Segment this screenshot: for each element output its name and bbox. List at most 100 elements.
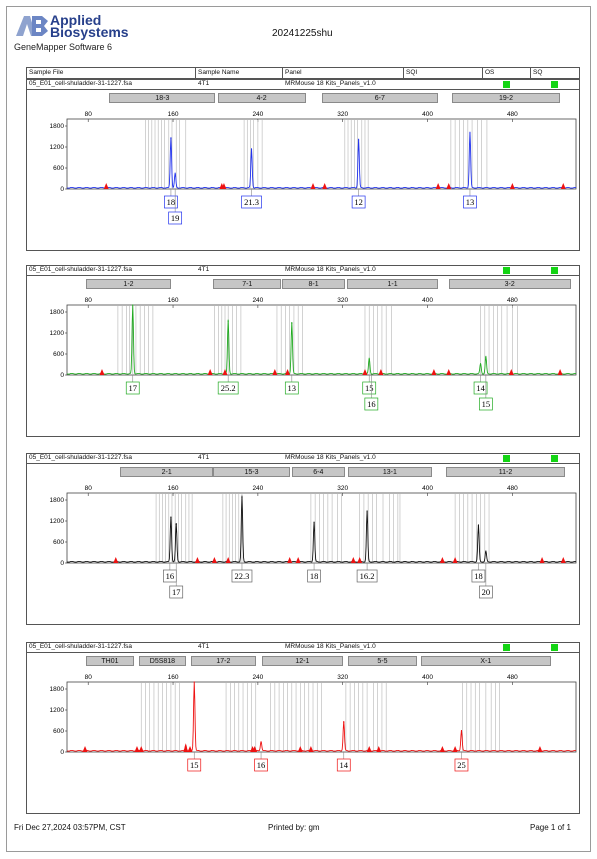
size-standard-marker xyxy=(295,557,301,563)
software-name: GeneMapper Software 6 xyxy=(14,42,113,52)
size-standard-marker xyxy=(537,746,543,752)
allele-call-label: 16 xyxy=(367,399,376,409)
size-standard-marker xyxy=(539,557,545,563)
marker-bin-11-2: 11-2 xyxy=(445,467,566,477)
y-tick-label: 1800 xyxy=(50,123,65,130)
x-tick-label: 80 xyxy=(85,111,93,118)
trace-line xyxy=(66,681,577,752)
peak-point xyxy=(170,137,172,139)
size-standard-marker xyxy=(376,746,382,752)
size-standard-marker xyxy=(222,369,228,375)
size-standard-marker xyxy=(357,557,363,563)
allele-call-label: 16 xyxy=(166,571,175,581)
marker-bin-6-4: 6-4 xyxy=(291,467,345,477)
peak-point xyxy=(291,322,293,324)
x-tick-label: 160 xyxy=(168,297,179,304)
y-tick-label: 600 xyxy=(53,351,64,358)
y-tick-label: 0 xyxy=(60,749,64,756)
size-standard-marker xyxy=(287,557,293,563)
allele-call-label: 16 xyxy=(257,760,266,770)
col-panel: Panel xyxy=(285,69,302,76)
marker-bin-18-3: 18-3 xyxy=(109,93,216,103)
peak-point xyxy=(227,320,229,322)
marker-bin-D5S818: D5S818 xyxy=(139,656,186,666)
peak-point xyxy=(477,525,480,527)
x-tick-label: 240 xyxy=(252,674,263,681)
allele-call-label: 25 xyxy=(457,760,466,770)
peak-point xyxy=(170,516,172,519)
print-date: Fri Dec 27,2024 03:57PM, CST xyxy=(14,823,126,832)
allele-call-box xyxy=(479,585,493,599)
size-standard-marker xyxy=(103,183,109,189)
x-tick-label: 80 xyxy=(85,674,93,681)
marker-bin-X-1: X-1 xyxy=(421,656,551,666)
size-standard-marker xyxy=(508,369,514,375)
size-standard-marker xyxy=(194,557,200,563)
allele-call-box xyxy=(125,381,140,395)
marker-bin-13-1: 13-1 xyxy=(348,467,432,477)
panel-name: MRMouse 18 Kits_Panels_v1.0 xyxy=(285,266,376,273)
electropherogram-plot: 80 160 240 320 400 480 0 600 1200 1800 17 25.2 13 15 1… xyxy=(50,297,577,411)
size-standard-marker xyxy=(183,746,189,752)
marker-bin-2-1: 2-1 xyxy=(120,467,214,477)
marker-bin-4-2: 4-2 xyxy=(217,93,306,103)
allele-call-box xyxy=(187,758,202,772)
allele-call-label: 18 xyxy=(167,197,176,207)
x-tick-label: 320 xyxy=(337,485,348,492)
col-sq: SQ xyxy=(533,69,543,76)
electropherogram-panel-4: 05_E01_cell-shuladder-31-1227.fsa 4T1 MRMo… xyxy=(26,642,580,814)
electropherogram-panel-3: 05_E01_cell-shuladder-31-1227.fsa 4T1 MRMo… xyxy=(26,453,580,625)
sq-quality-flag xyxy=(551,81,558,88)
page-frame xyxy=(6,6,591,852)
size-standard-marker xyxy=(446,369,452,375)
allele-call-box xyxy=(164,195,178,209)
peak-point xyxy=(479,363,482,366)
electropherogram-plot: 80 160 240 320 400 480 0 600 1200 1800 16 17 22.3 18 1… xyxy=(50,485,577,599)
col-sample-file: Sample File xyxy=(29,69,64,76)
allele-call-label: 15 xyxy=(365,383,374,393)
sample-table-header: Sample File Sample Name Panel SQI OS SQ xyxy=(26,67,580,79)
page-number: Page 1 of 1 xyxy=(530,823,571,832)
peak-point xyxy=(460,730,463,732)
allele-call-box xyxy=(364,397,379,411)
size-standard-marker xyxy=(187,746,193,752)
allele-call-label: 14 xyxy=(476,383,485,393)
electropherogram-plot: 80 160 240 320 400 480 0 600 1200 1800 15 16 14 25 xyxy=(50,674,577,772)
size-standard-marker xyxy=(557,369,563,375)
sample-file-name: 05_E01_cell-shuladder-31-1227.fsa xyxy=(29,454,132,461)
allele-call-label: 15 xyxy=(190,760,199,770)
allele-call-label: 14 xyxy=(340,760,349,770)
marker-bin-1-1: 1-1 xyxy=(346,279,439,289)
x-tick-label: 80 xyxy=(85,485,93,492)
printed-by: Printed by: gm xyxy=(268,823,320,832)
allele-call-box xyxy=(231,569,253,583)
panel-name: MRMouse 18 Kits_Panels_v1.0 xyxy=(285,454,376,461)
panel-info-row: 05_E01_cell-shuladder-31-1227.fsa 4T1 MRMo… xyxy=(27,643,579,653)
electropherogram-panel-1: 05_E01_cell-shuladder-31-1227.fsa 4T1 MRMo… xyxy=(26,79,580,251)
allele-call-label: 25.2 xyxy=(221,383,236,393)
trace-line xyxy=(66,131,577,189)
allele-call-label: 16.2 xyxy=(360,571,375,581)
peak-point xyxy=(313,522,315,524)
peak-point xyxy=(175,523,177,526)
x-tick-label: 480 xyxy=(507,297,518,304)
allele-call-box xyxy=(463,195,477,209)
allele-call-box xyxy=(351,195,366,209)
size-standard-marker xyxy=(452,746,458,752)
marker-bin-7-1: 7-1 xyxy=(213,279,282,289)
os-quality-flag xyxy=(503,455,510,462)
marker-bin-1-2: 1-2 xyxy=(86,279,171,289)
x-tick-label: 160 xyxy=(168,674,179,681)
y-tick-label: 0 xyxy=(60,186,64,193)
panel-name: MRMouse 18 Kits_Panels_v1.0 xyxy=(285,80,376,87)
y-tick-label: 1200 xyxy=(50,707,65,714)
x-tick-label: 480 xyxy=(507,485,518,492)
size-standard-marker xyxy=(446,183,452,189)
marker-bin-8-1: 8-1 xyxy=(282,279,345,289)
sample-file-name: 05_E01_cell-shuladder-31-1227.fsa xyxy=(29,266,132,273)
allele-call-box xyxy=(336,758,351,772)
size-standard-marker xyxy=(134,746,140,752)
x-tick-label: 320 xyxy=(337,297,348,304)
trace-line xyxy=(66,495,577,563)
plot-frame xyxy=(66,118,577,190)
